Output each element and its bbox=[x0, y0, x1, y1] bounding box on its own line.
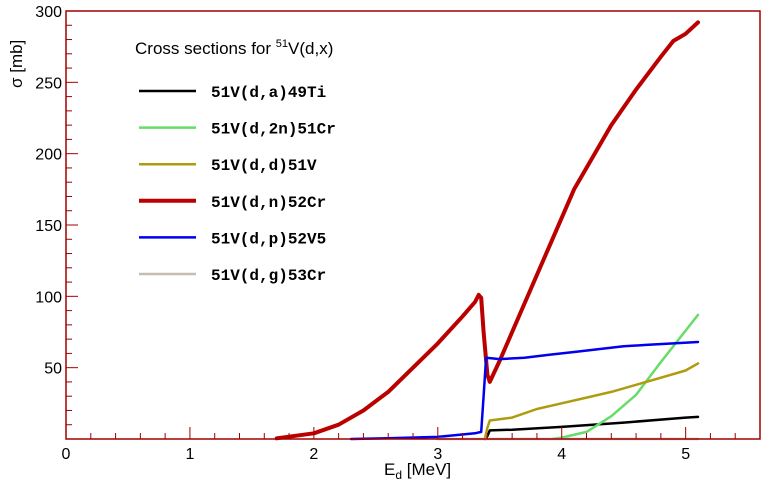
legend-title: Cross sections for 51V(d,x) bbox=[135, 38, 333, 58]
legend-title-prefix: Cross sections for bbox=[135, 39, 276, 58]
y-tick-label: 50 bbox=[44, 361, 62, 378]
y-tick-label: 300 bbox=[35, 4, 62, 21]
series-line-2 bbox=[483, 362, 700, 441]
y-axis-ticks: 50 100 150 200 250 300 bbox=[35, 4, 78, 440]
series-line-4 bbox=[349, 340, 700, 441]
x-axis-label: Ed [MeV] bbox=[384, 460, 451, 482]
legend-label: 51V(d,d)51V bbox=[211, 157, 317, 175]
x-axis-label-unit: [MeV] bbox=[402, 460, 451, 479]
legend-entry: 51V(d,n)52Cr bbox=[139, 194, 326, 212]
x-tick-label: 3 bbox=[433, 446, 442, 463]
series-line-1 bbox=[550, 313, 700, 441]
legend-entry: 51V(d,g)53Cr bbox=[139, 267, 326, 285]
y-tick-label: 250 bbox=[35, 75, 62, 92]
legend-entry: 51V(d,2n)51Cr bbox=[139, 121, 336, 139]
y-tick-label: 150 bbox=[35, 218, 62, 235]
x-axis-ticks: 0 1 2 3 4 5 bbox=[62, 427, 761, 463]
y-tick-label: 200 bbox=[35, 147, 62, 164]
plot-area: 0 1 2 3 4 5 50 100 150 200 250 300 bbox=[35, 4, 761, 463]
legend-entry: 51V(d,p)52V5 bbox=[139, 230, 326, 248]
x-axis-label-main: E bbox=[384, 460, 395, 479]
series-line-3 bbox=[274, 20, 700, 441]
x-tick-label: 2 bbox=[309, 446, 318, 463]
legend-label: 51V(d,g)53Cr bbox=[211, 267, 326, 285]
legend-title-superscript: 51 bbox=[276, 38, 288, 50]
legend-label: 51V(d,2n)51Cr bbox=[211, 121, 336, 139]
y-tick-label: 100 bbox=[35, 289, 62, 306]
legend-label: 51V(d,p)52V5 bbox=[211, 230, 326, 248]
legend-label: 51V(d,a)49Ti bbox=[211, 84, 326, 102]
x-tick-label: 5 bbox=[681, 446, 690, 463]
legend-entry: 51V(d,d)51V bbox=[139, 157, 317, 175]
x-axis-label-subscript: d bbox=[395, 468, 402, 482]
x-tick-label: 1 bbox=[185, 446, 194, 463]
x-tick-label: 0 bbox=[62, 446, 71, 463]
legend-label: 51V(d,n)52Cr bbox=[211, 194, 326, 212]
legend-title-suffix: V(d,x) bbox=[288, 39, 333, 58]
y-axis-label: σ [mb] bbox=[7, 40, 26, 88]
x-tick-label: 4 bbox=[557, 446, 566, 463]
legend-entry: 51V(d,a)49Ti bbox=[139, 84, 326, 102]
legend: 51V(d,a)49Ti 51V(d,2n)51Cr 51V(d,d)51V 51V(… bbox=[139, 84, 336, 285]
